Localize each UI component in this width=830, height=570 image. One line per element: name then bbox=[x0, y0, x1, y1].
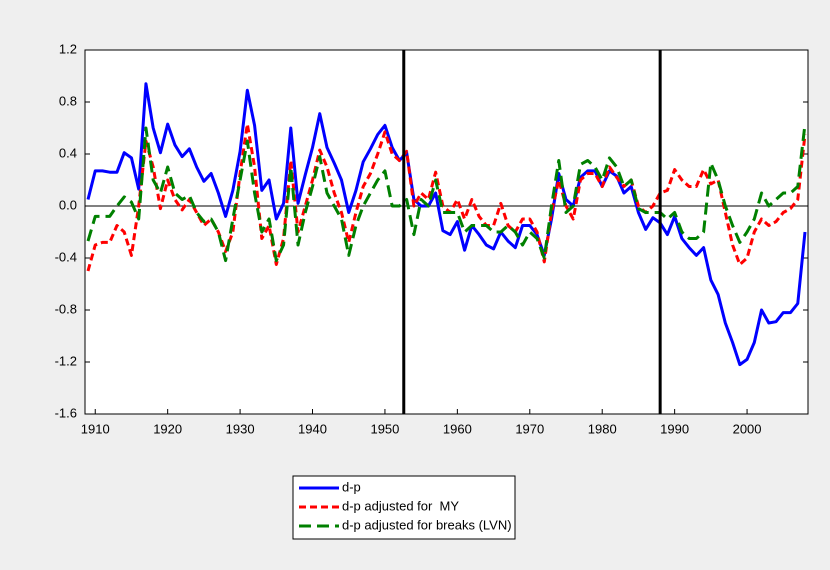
series-line bbox=[86, 123, 807, 263]
series-line bbox=[86, 122, 807, 272]
x-tick-label: 1910 bbox=[81, 421, 110, 436]
y-tick-label: -1.2 bbox=[55, 353, 77, 368]
x-tick-label: 1920 bbox=[153, 421, 182, 436]
legend-label: d-p adjusted for breaks (LVN) bbox=[342, 517, 512, 532]
plot-frame bbox=[84, 49, 809, 415]
y-tick-label: -0.4 bbox=[55, 249, 77, 264]
y-tick-label: 0.0 bbox=[59, 197, 77, 212]
x-tick-label: 1940 bbox=[298, 421, 327, 436]
x-tick-label: 2000 bbox=[733, 421, 762, 436]
x-tick-label: 1950 bbox=[370, 421, 399, 436]
x-tick-label: 1990 bbox=[660, 421, 689, 436]
y-tick-label: 0.8 bbox=[59, 93, 77, 108]
legend-label: d-p bbox=[342, 479, 361, 494]
x-tick-label: 1960 bbox=[443, 421, 472, 436]
x-tick-label: 1980 bbox=[588, 421, 617, 436]
x-tick-label: 1970 bbox=[515, 421, 544, 436]
y-tick-label: 0.4 bbox=[59, 145, 77, 160]
y-tick-label: 1.2 bbox=[59, 41, 77, 56]
x-tick-label: 1930 bbox=[226, 421, 255, 436]
legend-label: d-p adjusted for MY bbox=[342, 498, 459, 513]
series-line bbox=[86, 82, 807, 367]
y-tick-label: -0.8 bbox=[55, 301, 77, 316]
y-tick-label: -1.6 bbox=[55, 405, 77, 420]
